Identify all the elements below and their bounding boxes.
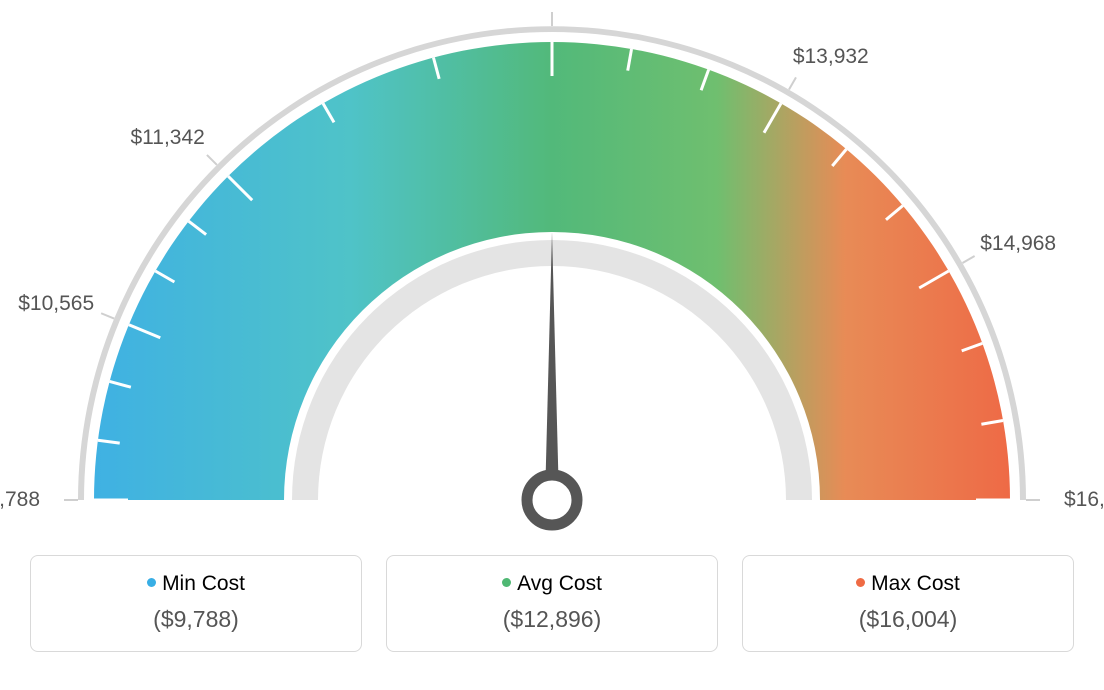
avg-cost-card: Avg Cost ($12,896) — [386, 555, 718, 652]
gauge-svg — [0, 0, 1104, 540]
gauge-tick-label: $11,342 — [130, 126, 204, 150]
avg-cost-value: ($12,896) — [397, 606, 707, 633]
gauge-tick-label: $13,932 — [793, 45, 869, 69]
cost-gauge: $9,788$10,565$11,342$12,896$13,932$14,96… — [0, 0, 1104, 540]
max-cost-card: Max Cost ($16,004) — [742, 555, 1074, 652]
avg-cost-title: Avg Cost — [397, 572, 707, 596]
max-dot-icon — [856, 578, 865, 587]
gauge-tick-label: $14,968 — [980, 232, 1056, 256]
max-cost-title: Max Cost — [753, 572, 1063, 596]
gauge-tick-label: $10,565 — [18, 292, 94, 316]
avg-cost-label: Avg Cost — [517, 572, 602, 595]
max-cost-label: Max Cost — [871, 572, 960, 595]
gauge-tick-label: $16,004 — [1064, 488, 1104, 512]
min-cost-label: Min Cost — [162, 572, 245, 595]
max-cost-value: ($16,004) — [753, 606, 1063, 633]
gauge-tick-label: $9,788 — [0, 488, 40, 512]
min-cost-card: Min Cost ($9,788) — [30, 555, 362, 652]
min-cost-value: ($9,788) — [41, 606, 351, 633]
summary-cards: Min Cost ($9,788) Avg Cost ($12,896) Max… — [30, 555, 1074, 652]
avg-dot-icon — [502, 578, 511, 587]
min-cost-title: Min Cost — [41, 572, 351, 596]
min-dot-icon — [147, 578, 156, 587]
